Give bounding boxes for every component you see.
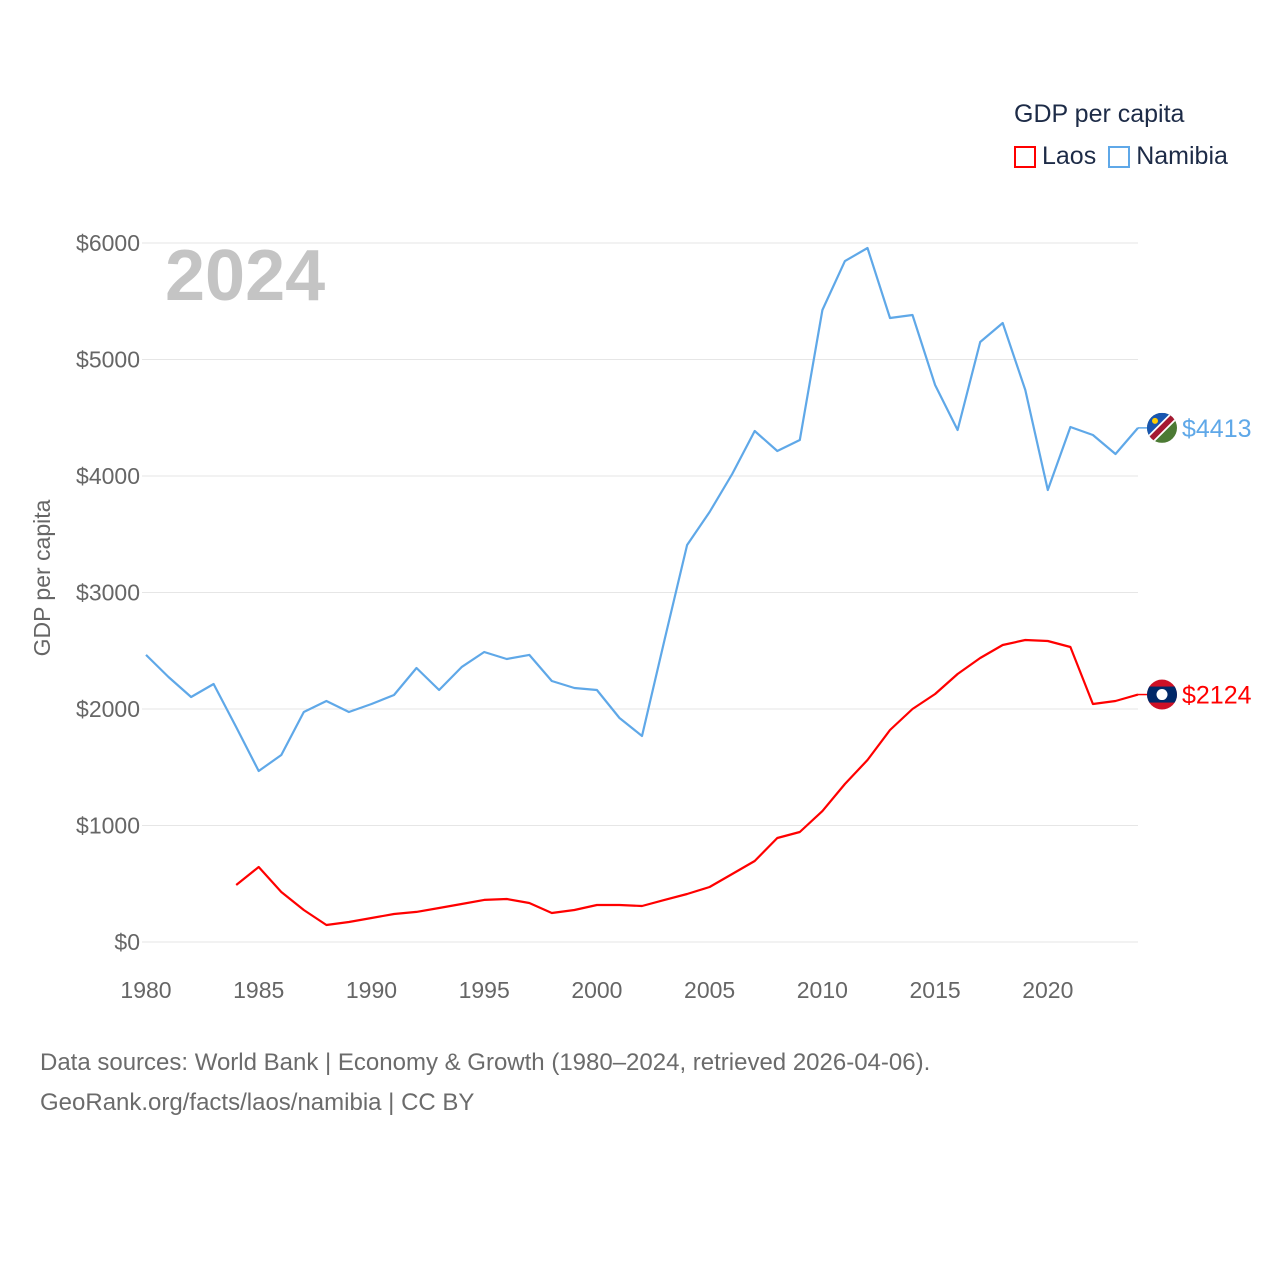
attribution-link[interactable]: GeoRank.org/facts/laos/namibia | CC BY bbox=[40, 1089, 475, 1116]
series-line-namibia bbox=[145, 246, 1139, 773]
y-tick-label: $6000 bbox=[76, 230, 140, 256]
legend-swatch-laos bbox=[1014, 145, 1036, 168]
y-tick-label: $2000 bbox=[76, 696, 140, 722]
x-tick-label: 2015 bbox=[910, 977, 961, 1003]
y-tick-label: $4000 bbox=[76, 463, 140, 489]
y-axis-label: GDP per capita bbox=[29, 499, 55, 656]
x-tick-label: 1980 bbox=[120, 977, 171, 1003]
y-tick-label: $3000 bbox=[76, 580, 140, 606]
series-line-laos bbox=[235, 638, 1139, 927]
legend-swatch-namibia bbox=[1108, 145, 1131, 168]
y-tick-label: $5000 bbox=[76, 347, 140, 373]
gridlines bbox=[142, 242, 1138, 943]
legend-label-laos: Laos bbox=[1042, 142, 1097, 170]
legend-label-namibia: Namibia bbox=[1136, 142, 1228, 170]
legend-item-laos[interactable]: Laos bbox=[1014, 142, 1096, 171]
footer: Data sources: World Bank | Economy & Gro… bbox=[40, 1043, 930, 1123]
y-tick-label: $1000 bbox=[76, 813, 140, 839]
x-tick-label: 2000 bbox=[571, 977, 622, 1003]
end-value-label-laos: $2124 bbox=[1182, 682, 1252, 710]
y-tick-labels: $0 $1000 $2000 $3000 $4000 $5000 $6000 bbox=[76, 230, 140, 955]
x-tick-label: 1985 bbox=[233, 977, 284, 1003]
x-tick-label: 2005 bbox=[684, 977, 735, 1003]
namibia-flag-icon bbox=[1147, 412, 1177, 443]
legend: Laos Namibia bbox=[1014, 142, 1232, 171]
x-tick-label: 2020 bbox=[1022, 977, 1073, 1003]
end-value-label-namibia: $4413 bbox=[1182, 415, 1252, 443]
laos-flag-icon bbox=[1147, 679, 1177, 710]
x-tick-label: 2010 bbox=[797, 977, 848, 1003]
x-tick-label: 1995 bbox=[459, 977, 510, 1003]
legend-item-namibia[interactable]: Namibia bbox=[1108, 142, 1228, 171]
x-tick-label: 1990 bbox=[346, 977, 397, 1003]
x-tick-labels: 1980 1985 1990 1995 2000 2005 2010 2015 2020 bbox=[120, 977, 1073, 1003]
end-labels: $2124 $4413 bbox=[1138, 412, 1252, 710]
series-lines bbox=[145, 246, 1139, 927]
year-watermark: 2024 bbox=[165, 236, 325, 316]
legend-title: GDP per capita bbox=[1014, 100, 1185, 128]
y-tick-label: $0 bbox=[114, 929, 140, 955]
data-sources: Data sources: World Bank | Economy & Gro… bbox=[40, 1049, 931, 1076]
